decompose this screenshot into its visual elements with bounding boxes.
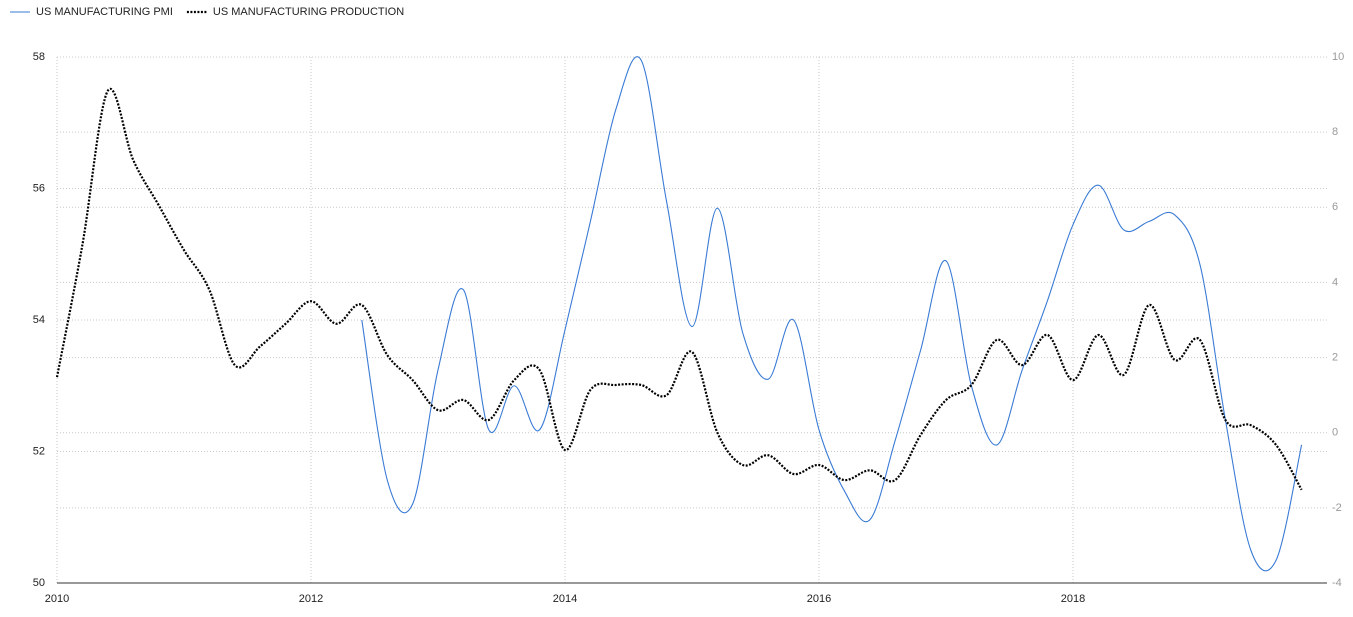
x-tick-label: 2018 — [1061, 593, 1085, 605]
series-line — [361, 56, 1303, 572]
y2-tick-label: 2 — [1332, 351, 1338, 363]
x-tick-label: 2016 — [807, 593, 831, 605]
y-tick-label: 52 — [33, 445, 45, 457]
x-tick-label: 2012 — [299, 593, 323, 605]
y2-tick-label: -4 — [1332, 577, 1342, 589]
y2-tick-label: -2 — [1332, 502, 1342, 514]
x-tick-label: 2010 — [45, 593, 69, 605]
y2-tick-label: 0 — [1332, 427, 1338, 439]
y-tick-label: 58 — [33, 51, 45, 63]
y2-tick-label: 6 — [1332, 201, 1338, 213]
legend-label: US MANUFACTURING PMI — [36, 6, 173, 18]
y-tick-label: 56 — [33, 182, 45, 194]
series-line — [55, 87, 1303, 491]
x-tick-label: 2014 — [553, 593, 577, 605]
y2-tick-label: 4 — [1332, 276, 1338, 288]
y-tick-label: 54 — [33, 314, 45, 326]
y2-tick-label: 10 — [1332, 51, 1344, 63]
legend-label: US MANUFACTURING PRODUCTION — [213, 6, 404, 18]
y2-tick-label: 8 — [1332, 126, 1338, 138]
y-tick-label: 50 — [33, 577, 45, 589]
